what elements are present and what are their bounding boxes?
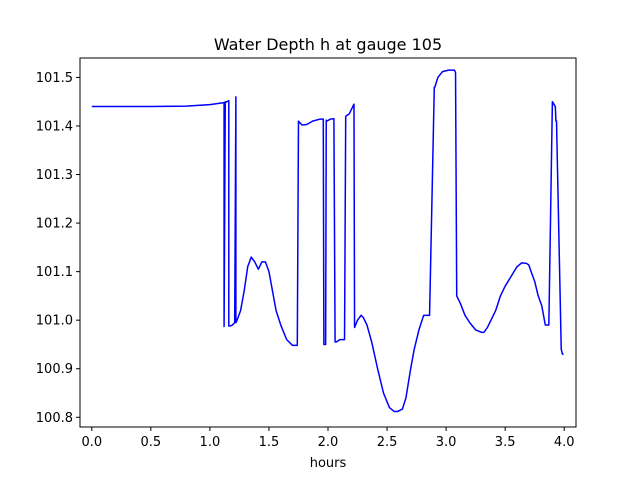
x-axis-label: hours — [310, 456, 347, 471]
series-line — [91, 69, 564, 413]
y-tick-label: 101.5 — [36, 71, 73, 86]
x-tick-label: 3.0 — [436, 435, 457, 450]
x-tick-label: 4.0 — [554, 435, 575, 450]
x-tick-label: 2.5 — [377, 435, 398, 450]
y-tick-label: 100.9 — [36, 362, 73, 377]
y-tick-label: 101.1 — [36, 265, 73, 280]
plot-frame — [79, 57, 577, 428]
x-tick-label: 1.5 — [259, 435, 280, 450]
chart-title: Water Depth h at gauge 105 — [214, 35, 442, 54]
y-tick-label: 101.4 — [36, 119, 73, 134]
y-tick-label: 100.8 — [36, 411, 73, 426]
series-layer — [91, 69, 564, 413]
x-tick-label: 1.0 — [200, 435, 221, 450]
x-tick-label: 0.5 — [141, 435, 162, 450]
x-tick-label: 2.0 — [318, 435, 339, 450]
y-tick-label: 101.0 — [36, 314, 73, 329]
x-tick-label: 0.0 — [81, 435, 102, 450]
y-axis: 100.8 100.9 101.0 101.1 101.2 101.3 101.4 101.5 — [36, 71, 80, 426]
x-axis: 0.0 0.5 1.0 1.5 2.0 2.5 3.0 3.5 4.0 — [81, 427, 575, 450]
y-tick-label: 101.3 — [36, 168, 73, 183]
y-tick-label: 101.2 — [36, 217, 73, 232]
x-tick-label: 3.5 — [495, 435, 516, 450]
